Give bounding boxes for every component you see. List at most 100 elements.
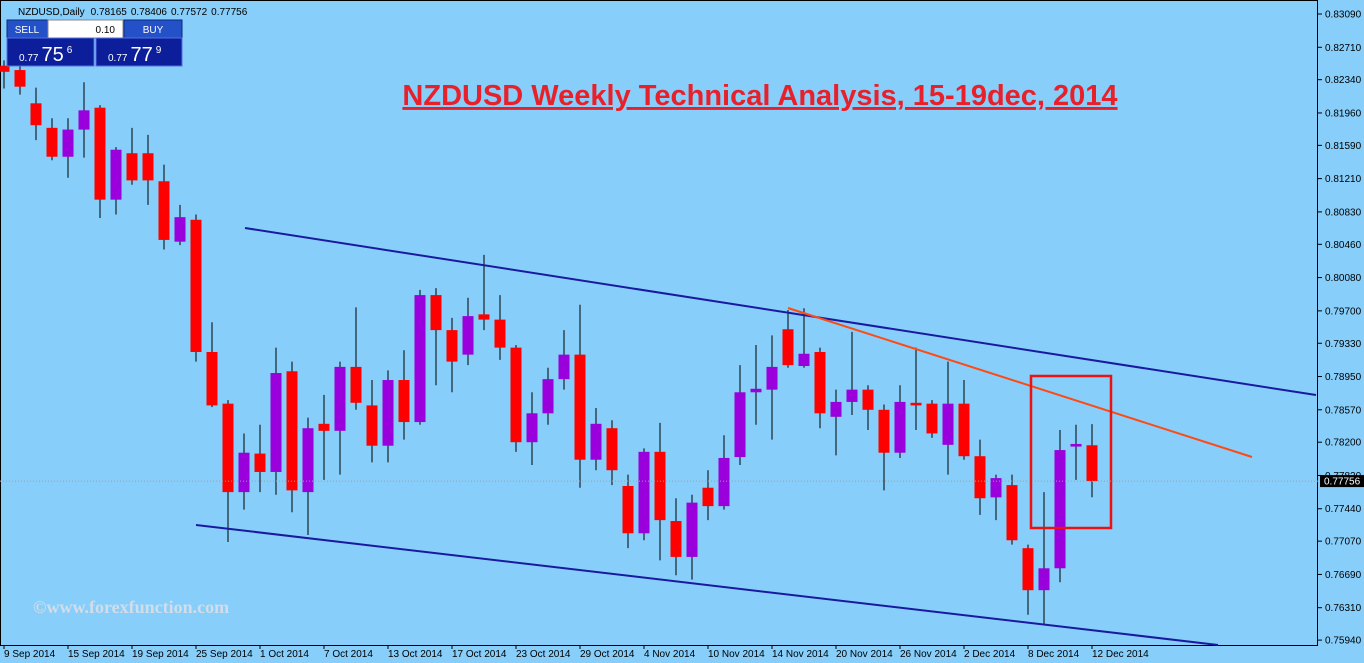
candle-body (190, 219, 202, 353)
lot-value[interactable]: 0.10 (96, 25, 116, 36)
candle-body (494, 319, 506, 348)
candle-body (942, 403, 954, 445)
candle-body (94, 107, 106, 200)
candle-body (782, 329, 794, 366)
watermark: ©www.forexfunction.com (33, 597, 229, 617)
candle-body (1038, 568, 1050, 591)
y-tick-label: 0.76690 (1325, 570, 1362, 581)
candle-body (558, 354, 570, 380)
y-tick-label: 0.81590 (1325, 141, 1362, 152)
candle-body (46, 127, 58, 157)
candle-body (1086, 445, 1098, 482)
y-tick-label: 0.82710 (1325, 43, 1362, 54)
x-tick-label: 1 Oct 2014 (260, 649, 309, 660)
candles (0, 60, 1098, 626)
candle-body (1054, 450, 1066, 569)
candle-body (910, 402, 922, 406)
candle-body (478, 314, 490, 320)
y-tick-label: 0.81210 (1325, 174, 1362, 185)
buy-label[interactable]: BUY (143, 25, 164, 36)
candle-body (1006, 485, 1018, 541)
symbol-text: NZDUSD,Daily (18, 7, 85, 18)
candle-body (622, 485, 634, 534)
symbol: NZDUSD,Daily 0.78165 0.78406 0.77572 0.77756 (18, 7, 248, 18)
candle-body (670, 521, 682, 557)
candle-body (686, 502, 698, 557)
candle-body (542, 379, 554, 414)
buy-price-box[interactable] (95, 37, 183, 67)
chart-title: NZDUSD Weekly Technical Analysis, 15-19d… (402, 80, 1117, 112)
candle-body (206, 352, 218, 406)
candle-body (126, 153, 138, 181)
candle-body (638, 451, 650, 534)
sell-label[interactable]: SELL (15, 25, 40, 36)
candle-body (574, 354, 586, 460)
y-tick-label: 0.76310 (1325, 603, 1362, 614)
resistance-line (787, 307, 1253, 458)
candle-body (430, 295, 442, 331)
candle-body (446, 330, 458, 362)
y-tick-label: 0.78200 (1325, 438, 1362, 449)
plot-frame (0, 0, 1318, 646)
x-tick-label: 15 Sep 2014 (68, 649, 125, 660)
sell-price-box[interactable] (6, 37, 95, 67)
buy-pips: 77 (130, 44, 152, 66)
y-tick-label: 0.77440 (1325, 504, 1362, 515)
x-tick-label: 12 Dec 2014 (1092, 649, 1149, 660)
candle-body (750, 388, 762, 393)
trade-panel: SELL 0.10 BUY 0.77 75 6 0.77 77 9 (6, 19, 183, 67)
candle-body (734, 392, 746, 458)
sell-price[interactable]: 0.77 75 6 (19, 44, 73, 66)
y-tick-label: 0.79330 (1325, 339, 1362, 350)
candle-body (0, 65, 10, 72)
candle-body (414, 295, 426, 423)
candle-body (894, 401, 906, 453)
candle-body (846, 389, 858, 402)
x-tick-label: 19 Sep 2014 (132, 649, 189, 660)
candle-body (926, 403, 938, 434)
candle-body (78, 110, 90, 130)
candle-body (238, 452, 250, 493)
candle-body (990, 478, 1002, 498)
x-tick-label: 26 Nov 2014 (900, 649, 957, 660)
sell-big: 0.77 (19, 53, 39, 64)
price-label: 0.77756 (1324, 477, 1361, 488)
candle-body (318, 423, 330, 431)
candle-body (14, 70, 26, 87)
ohlc-open: 0.78165 (91, 7, 128, 18)
candle-body (1022, 548, 1034, 591)
y-tick-label: 0.78570 (1325, 405, 1362, 416)
candle-body (958, 403, 970, 457)
x-tick-label: 20 Nov 2014 (836, 649, 893, 660)
y-tick-label: 0.75940 (1325, 636, 1362, 647)
y-tick-label: 0.80830 (1325, 207, 1362, 218)
y-tick-label: 0.81960 (1325, 108, 1362, 119)
buy-big: 0.77 (108, 53, 128, 64)
candle-body (462, 316, 474, 355)
highlight-box (1029, 374, 1113, 530)
candle-body (30, 103, 42, 126)
candle-body (158, 181, 170, 240)
candle-body (702, 487, 714, 507)
ohlc-close: 0.77756 (211, 7, 248, 18)
candle-body (814, 352, 826, 414)
y-tick-label: 0.82340 (1325, 75, 1362, 86)
x-tick-label: 14 Nov 2014 (772, 649, 829, 660)
x-tick-label: 4 Nov 2014 (644, 649, 696, 660)
candle-body (174, 217, 186, 242)
candle-body (398, 380, 410, 423)
axes: 9 Sep 2014 15 Sep 2014 19 Sep 2014 25 Sep 2… (0, 10, 1364, 660)
x-tick-label: 23 Oct 2014 (516, 649, 571, 660)
candle-body (222, 403, 234, 493)
y-tick-label: 0.80080 (1325, 273, 1362, 284)
candle-body (382, 380, 394, 446)
ohlc-low: 0.77572 (171, 7, 208, 18)
y-tick-label: 0.80460 (1325, 240, 1362, 251)
candle-body (286, 371, 298, 491)
sell-pips: 75 (41, 44, 63, 66)
x-tick-label: 9 Sep 2014 (4, 649, 56, 660)
candle-body (110, 149, 122, 200)
buy-price[interactable]: 0.77 77 9 (108, 44, 162, 66)
price-label-box (1320, 475, 1364, 488)
